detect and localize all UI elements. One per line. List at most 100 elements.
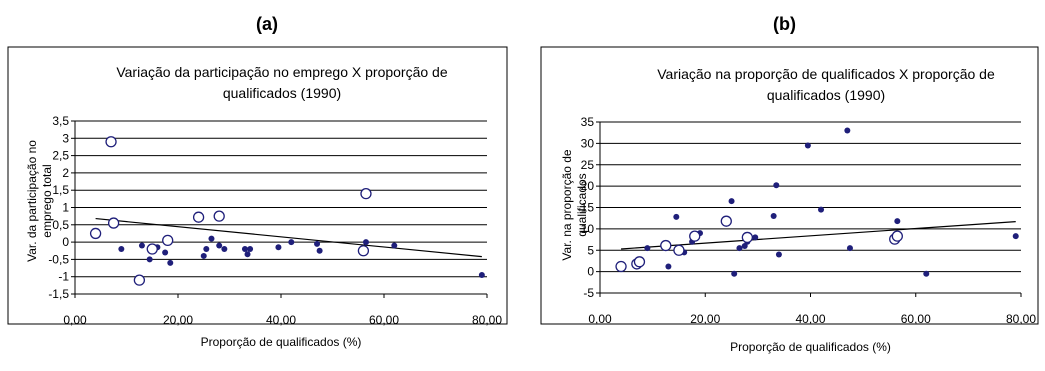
y-tick-label: -5 xyxy=(583,286,594,300)
y-axis-label-line: qualificados xyxy=(575,173,589,236)
x-tick-label: 40,00 xyxy=(266,313,296,327)
data-point-filled xyxy=(314,240,321,247)
y-tick-label: 15 xyxy=(581,201,595,215)
data-point-hollow xyxy=(357,245,370,257)
data-point-hollow xyxy=(660,239,672,252)
data-point-filled xyxy=(138,242,145,249)
data-point-hollow xyxy=(720,215,732,227)
data-point-filled xyxy=(146,256,153,263)
y-axis-label-line: emprego total xyxy=(40,164,54,237)
data-point-filled xyxy=(731,270,738,277)
data-point-hollow xyxy=(146,243,158,255)
y-tick-label: 2 xyxy=(62,166,69,180)
data-point-filled xyxy=(644,245,651,252)
y-tick-label: 0,5 xyxy=(52,218,69,232)
data-point-filled xyxy=(773,182,780,189)
data-point-filled xyxy=(770,213,777,220)
chart-title-line: Variação da participação no emprego X pr… xyxy=(116,64,447,80)
y-tick-label: 5 xyxy=(587,243,594,257)
x-axis-label: Proporção de qualificados (%) xyxy=(730,340,891,354)
data-point-filled xyxy=(728,198,735,205)
data-point-filled xyxy=(673,213,680,220)
data-point-filled xyxy=(221,246,228,253)
data-point-filled xyxy=(244,251,251,258)
data-point-filled xyxy=(478,271,485,278)
y-tick-label: 3,5 xyxy=(52,114,69,128)
data-point-filled xyxy=(200,252,207,259)
y-tick-label: -1 xyxy=(58,270,69,284)
data-point-filled xyxy=(162,249,169,256)
data-point-filled xyxy=(362,239,369,246)
y-tick-label: 0 xyxy=(62,235,69,249)
x-tick-label: 80,00 xyxy=(1006,312,1036,326)
panel-label-b: (b) xyxy=(773,14,796,34)
data-point-hollow xyxy=(689,230,701,242)
data-point-hollow xyxy=(192,211,205,223)
data-point-filled xyxy=(804,142,811,149)
x-tick-label: 0,00 xyxy=(588,312,612,326)
x-tick-label: 20,00 xyxy=(690,312,720,326)
data-point-hollow xyxy=(673,244,685,256)
y-tick-label: 35 xyxy=(581,115,595,129)
chart-title-line: qualificados (1990) xyxy=(223,85,341,101)
trendline xyxy=(621,221,1016,250)
data-point-filled xyxy=(894,218,901,225)
data-point-hollow xyxy=(891,230,903,242)
data-point-hollow xyxy=(162,234,174,247)
y-tick-label: 0 xyxy=(587,265,594,279)
data-point-filled xyxy=(167,259,174,266)
data-point-filled xyxy=(923,270,930,277)
y-tick-label: 20 xyxy=(581,179,595,193)
data-point-hollow xyxy=(633,256,646,268)
data-point-filled xyxy=(1012,233,1019,240)
data-point-filled xyxy=(203,246,210,253)
x-tick-label: 40,00 xyxy=(795,312,825,326)
y-tick-label: 1 xyxy=(62,201,69,215)
chart-title-line: qualificados (1990) xyxy=(767,87,885,103)
data-point-filled xyxy=(736,245,743,252)
data-point-filled xyxy=(241,246,248,253)
x-tick-label: 0,00 xyxy=(63,313,87,327)
chart-frame-a xyxy=(7,46,508,325)
chart-group-b: Variação na proporção de qualificados X … xyxy=(540,46,1039,354)
y-tick-label: 30 xyxy=(581,136,595,150)
x-tick-label: 60,00 xyxy=(369,313,399,327)
chart-frame-b xyxy=(540,46,1039,325)
data-point-filled xyxy=(665,263,672,270)
y-tick-label: 25 xyxy=(581,158,595,172)
y-tick-label: 2,5 xyxy=(52,149,69,163)
data-point-hollow xyxy=(615,260,627,273)
data-point-filled xyxy=(247,246,254,253)
y-tick-label: -0,5 xyxy=(48,252,69,266)
panel-label-a: (a) xyxy=(256,14,278,34)
data-point-filled xyxy=(216,242,223,249)
trendline xyxy=(95,217,482,258)
data-point-filled xyxy=(391,242,398,249)
y-tick-label: 1,5 xyxy=(52,183,69,197)
data-point-filled xyxy=(752,234,759,241)
y-tick-label: 10 xyxy=(581,222,595,236)
y-axis-label-line: Var. na proporção de xyxy=(560,149,574,261)
y-tick-label: 3 xyxy=(62,131,69,145)
data-point-filled xyxy=(275,244,282,251)
data-point-filled xyxy=(846,245,853,252)
x-tick-label: 20,00 xyxy=(163,313,193,327)
data-point-filled xyxy=(208,235,215,242)
chart-title-line: Variação na proporção de qualificados X … xyxy=(657,66,995,82)
data-point-hollow xyxy=(105,136,117,148)
data-point-filled xyxy=(775,251,782,258)
data-point-hollow xyxy=(741,231,753,244)
x-tick-label: 60,00 xyxy=(901,312,931,326)
x-axis-label: Proporção de qualificados (%) xyxy=(201,335,362,349)
data-point-filled xyxy=(818,206,825,213)
data-point-filled xyxy=(118,246,125,253)
data-point-hollow xyxy=(360,188,372,200)
y-tick-label: -1,5 xyxy=(48,287,69,301)
data-point-filled xyxy=(844,127,851,134)
data-point-hollow xyxy=(107,217,120,229)
data-point-filled xyxy=(288,239,295,246)
data-point-hollow xyxy=(213,210,225,222)
data-point-hollow xyxy=(89,227,102,240)
data-point-filled xyxy=(316,247,323,254)
